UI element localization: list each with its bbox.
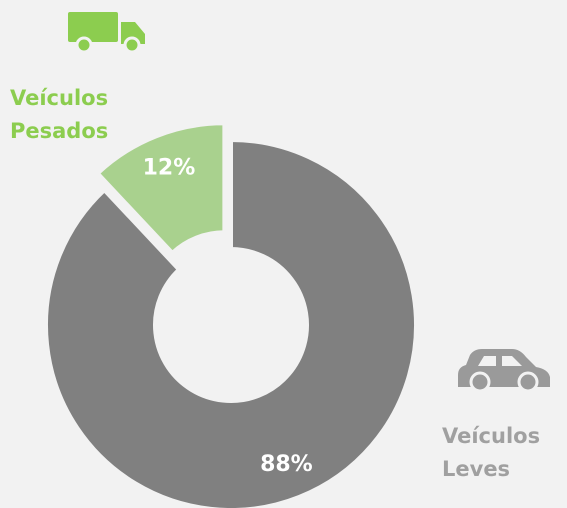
value-label: 88%	[260, 452, 313, 477]
slice	[44, 137, 418, 508]
category-label: Veículos Leves	[442, 424, 541, 481]
car-icon	[458, 349, 550, 393]
truck-icon	[68, 12, 145, 54]
category-label: Veículos Pesados	[10, 86, 109, 143]
slice	[94, 121, 227, 256]
value-label: 12%	[143, 155, 196, 180]
